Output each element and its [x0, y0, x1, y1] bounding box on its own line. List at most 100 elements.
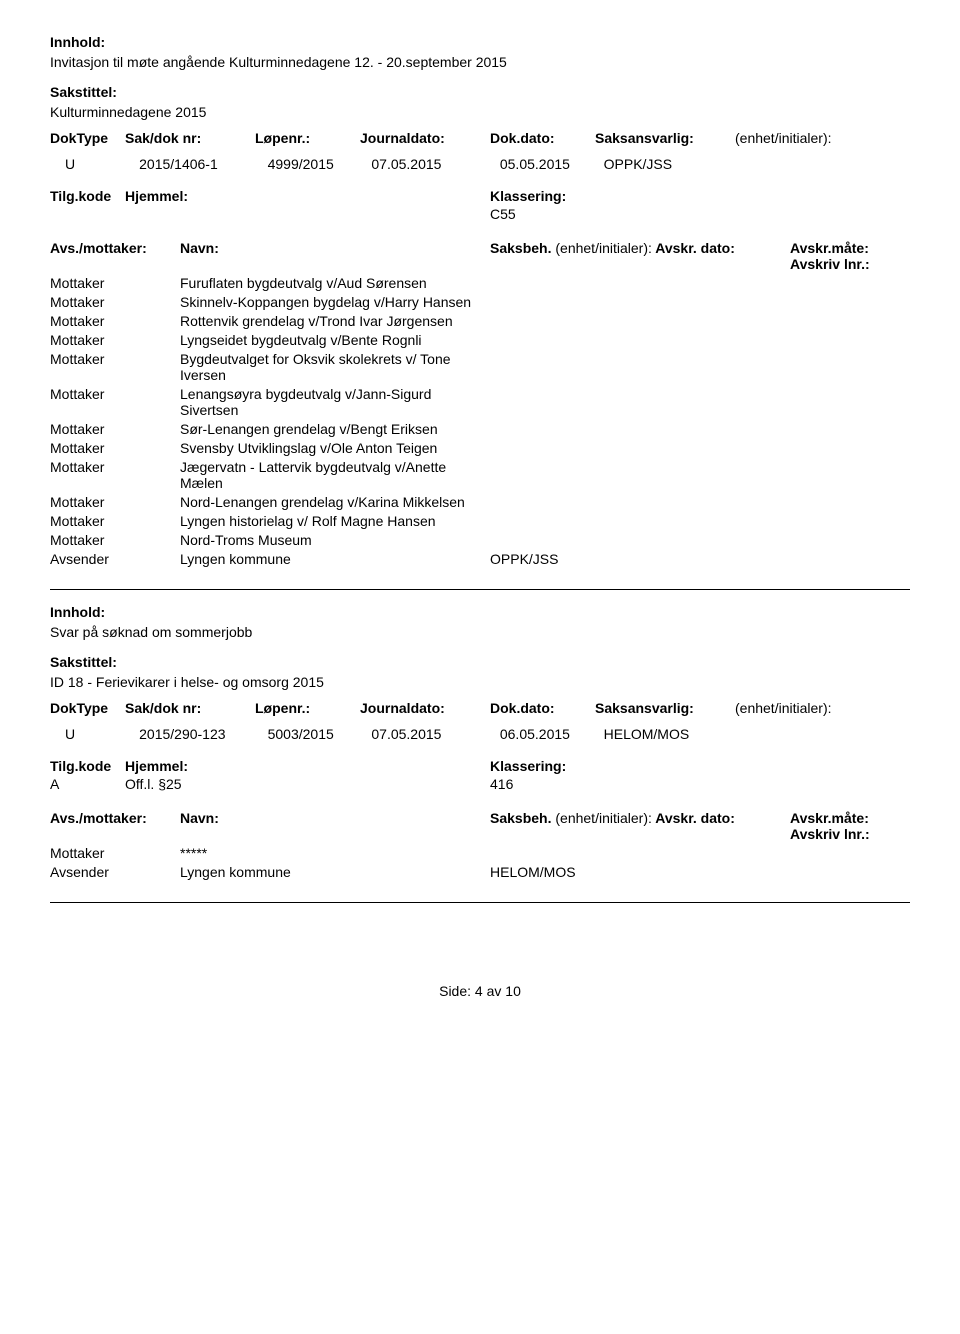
party-role: Mottaker: [50, 440, 180, 456]
party-role: Mottaker: [50, 845, 180, 861]
saksbeh-header: Saksbeh. (enhet/initialer): Avskr. dato:: [490, 810, 790, 842]
party-row: Mottaker Furuflaten bygdeutvalg v/Aud Sø…: [50, 275, 910, 291]
party-row: Avsender Lyngen kommune OPPK/JSS: [50, 551, 910, 567]
innhold-label: Innhold:: [50, 604, 910, 620]
avskriv-lnr-label: Avskriv lnr.:: [790, 826, 870, 842]
saksbeh-label: Saksbeh.: [490, 240, 551, 256]
klassering-value: C55: [490, 206, 790, 222]
party-role: Mottaker: [50, 494, 180, 510]
party-name: Lyngen kommune: [180, 551, 490, 567]
innhold-text: Invitasjon til møte angående Kulturminne…: [50, 54, 910, 70]
tilgkode-value: A: [50, 776, 125, 792]
avskr-dato-label: Avskr. dato:: [655, 240, 735, 256]
lopenr-value: 5003/2015: [268, 726, 372, 742]
sakstittel-text: Kulturminnedagene 2015: [50, 104, 910, 120]
saksbeh-label: Saksbeh.: [490, 810, 551, 826]
party-row: Avsender Lyngen kommune HELOM/MOS: [50, 864, 910, 880]
page-number: 4: [475, 983, 483, 999]
party-role: Avsender: [50, 864, 180, 880]
party-name: Jægervatn - Lattervik bygdeutvalg v/Anet…: [180, 459, 490, 491]
party-role: Mottaker: [50, 421, 180, 437]
sakstittel-text: ID 18 - Ferievikarer i helse- og omsorg …: [50, 674, 910, 690]
side-label: Side:: [439, 983, 471, 999]
innhold-label: Innhold:: [50, 34, 910, 50]
col-enhet-header: (enhet/initialer):: [735, 700, 905, 716]
party-row: Mottaker Skinnelv-Koppangen bygdelag v/H…: [50, 294, 910, 310]
col-saknr-header: Sak/dok nr:: [125, 130, 255, 146]
party-name: Lenangsøyra bygdeutvalg v/Jann-Sigurd Si…: [180, 386, 490, 418]
col-dokdato-header: Dok.dato:: [490, 130, 595, 146]
col-saksansvarlig-header: Saksansvarlig:: [595, 700, 735, 716]
col-lopenr-header: Løpenr.:: [255, 700, 360, 716]
tilgkode-value: [50, 206, 125, 222]
tilg-header-row: Tilg.kode Hjemmel: Klassering:: [50, 188, 910, 204]
avsmottaker-header: Avs./mottaker:: [50, 240, 180, 272]
party-header-row: Avs./mottaker: Navn: Saksbeh. (enhet/ini…: [50, 810, 910, 842]
party-row: Mottaker Lyngen historielag v/ Rolf Magn…: [50, 513, 910, 529]
col-saksansvarlig-header: Saksansvarlig:: [595, 130, 735, 146]
col-saknr-header: Sak/dok nr:: [125, 700, 255, 716]
dokdato-value: 06.05.2015: [500, 726, 604, 742]
tilgkode-header: Tilg.kode: [50, 758, 125, 774]
party-role: Mottaker: [50, 332, 180, 348]
saknr-value: 2015/290-123: [139, 726, 267, 742]
avskr-rest-header: Avskr.måte: Avskriv lnr.:: [790, 810, 910, 842]
party-name: *****: [180, 845, 490, 861]
klassering-value: 416: [490, 776, 790, 792]
meta-value-row: U 2015/1406-1 4999/2015 07.05.2015 05.05…: [50, 156, 910, 172]
document-page: Innhold: Invitasjon til møte angående Ku…: [0, 0, 960, 1029]
party-role: Mottaker: [50, 313, 180, 329]
party-name: Lyngen historielag v/ Rolf Magne Hansen: [180, 513, 490, 529]
party-name: Rottenvik grendelag v/Trond Ivar Jørgens…: [180, 313, 490, 329]
sakstittel-label: Sakstittel:: [50, 84, 910, 100]
party-name: Nord-Troms Museum: [180, 532, 490, 548]
doktype-value: U: [50, 726, 139, 742]
klassering-header: Klassering:: [490, 188, 790, 204]
tilg-value-row: C55: [50, 206, 910, 222]
avskr-dato-label: Avskr. dato:: [655, 810, 735, 826]
col-enhet-header: (enhet/initialer):: [735, 130, 905, 146]
party-name: Sør-Lenangen grendelag v/Bengt Eriksen: [180, 421, 490, 437]
saksbeh-header: Saksbeh. (enhet/initialer): Avskr. dato:: [490, 240, 790, 272]
party-row: Mottaker Jægervatn - Lattervik bygdeutva…: [50, 459, 910, 491]
dokdato-value: 05.05.2015: [500, 156, 604, 172]
hjemmel-header: Hjemmel:: [125, 758, 490, 774]
meta-header-row: DokType Sak/dok nr: Løpenr.: Journaldato…: [50, 130, 910, 146]
page-total: 10: [505, 983, 521, 999]
party-name: Skinnelv-Koppangen bygdelag v/Harry Hans…: [180, 294, 490, 310]
journal-entry: Innhold: Invitasjon til møte angående Ku…: [50, 34, 910, 590]
party-saksbeh: OPPK/JSS: [490, 551, 790, 567]
party-role: Mottaker: [50, 275, 180, 291]
party-row: Mottaker Rottenvik grendelag v/Trond Iva…: [50, 313, 910, 329]
entry-divider: [50, 589, 910, 590]
party-name: Bygdeutvalget for Oksvik skolekrets v/ T…: [180, 351, 490, 383]
klassering-header: Klassering:: [490, 758, 790, 774]
party-name: Furuflaten bygdeutvalg v/Aud Sørensen: [180, 275, 490, 291]
meta-header-row: DokType Sak/dok nr: Løpenr.: Journaldato…: [50, 700, 910, 716]
navn-header: Navn:: [180, 240, 490, 272]
saknr-value: 2015/1406-1: [139, 156, 267, 172]
col-dokdato-header: Dok.dato:: [490, 700, 595, 716]
col-journal-header: Journaldato:: [360, 700, 490, 716]
enhet-value: [742, 156, 910, 172]
avsmottaker-header: Avs./mottaker:: [50, 810, 180, 842]
party-role: Mottaker: [50, 532, 180, 548]
meta-value-row: U 2015/290-123 5003/2015 07.05.2015 06.0…: [50, 726, 910, 742]
party-saksbeh: HELOM/MOS: [490, 864, 790, 880]
journal-value: 07.05.2015: [371, 156, 499, 172]
journal-value: 07.05.2015: [371, 726, 499, 742]
saksbeh-enhet-label: (enhet/initialer):: [555, 810, 652, 826]
doktype-value: U: [50, 156, 139, 172]
hjemmel-header: Hjemmel:: [125, 188, 490, 204]
party-row: Mottaker Nord-Lenangen grendelag v/Karin…: [50, 494, 910, 510]
party-role: Mottaker: [50, 351, 180, 367]
hjemmel-value: [125, 206, 490, 222]
av-label: av: [487, 983, 502, 999]
party-row: Mottaker Sør-Lenangen grendelag v/Bengt …: [50, 421, 910, 437]
col-doktype-header: DokType: [50, 700, 125, 716]
avskr-rest-header: Avskr.måte: Avskriv lnr.:: [790, 240, 910, 272]
journal-entry: Innhold: Svar på søknad om sommerjobb Sa…: [50, 604, 910, 903]
party-name: Lyngseidet bygdeutvalg v/Bente Rognli: [180, 332, 490, 348]
avskriv-lnr-label: Avskriv lnr.:: [790, 256, 870, 272]
col-journal-header: Journaldato:: [360, 130, 490, 146]
